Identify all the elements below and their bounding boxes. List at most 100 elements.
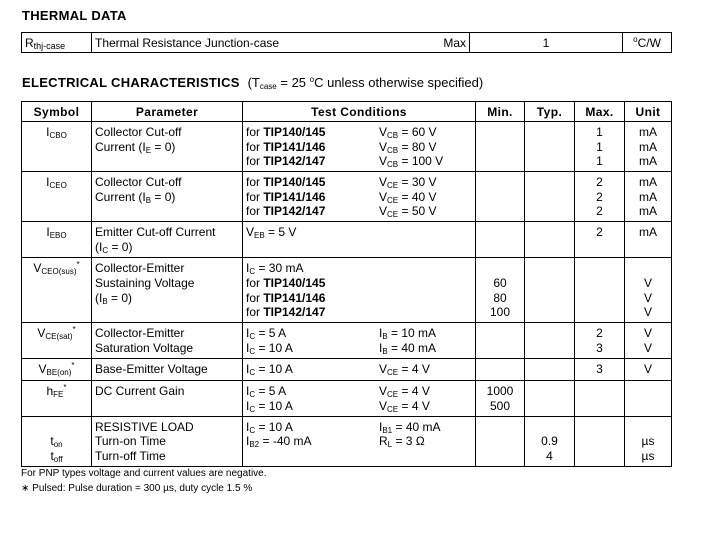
text-line: for TIP141/146 (246, 190, 373, 205)
text-segment: = 50 V (398, 204, 437, 219)
text-segment: = 100 V (398, 154, 444, 169)
min-cell (475, 120, 525, 173)
table-row: V CEO(sus)* Collector-Emitter Sustaining Vo… (21, 257, 672, 324)
text-segment: TIP140/145 (263, 125, 326, 139)
value: 2 (596, 175, 603, 190)
text-line: RESISTIVE LOAD (95, 420, 239, 435)
value: mA (639, 204, 657, 219)
text-segment: EB (254, 231, 265, 241)
parameter-cell: Collector-Emitter Saturation Voltage (91, 322, 243, 360)
text-line: VCE = 50 V (379, 204, 437, 219)
text-segment: = 3 Ω (392, 434, 425, 449)
text-line: Turn-on Time (95, 434, 239, 449)
parameter-cell: DC Current Gain (91, 380, 243, 417)
text-segment: BE(on) (46, 368, 72, 378)
value: 0.9 (541, 434, 558, 449)
text-segment: = 5 A (255, 326, 287, 341)
value: 1 (596, 139, 603, 154)
column-header: Min. (475, 101, 525, 122)
typ-cell (524, 358, 575, 382)
text-segment: CB (387, 160, 399, 170)
text-segment: on (53, 440, 63, 450)
text-line: Turn-off Time (95, 449, 239, 464)
text-segment: = 4 V (398, 362, 430, 377)
text-line (25, 420, 88, 435)
unit-cell (624, 380, 672, 417)
text-line: for TIP141/146 (246, 140, 373, 155)
text-segment: CE(sat) (45, 332, 73, 342)
text-segment: V (246, 225, 255, 240)
text-line: (IC = 0) (95, 240, 239, 255)
text-line: VCB = 60 V (379, 125, 443, 140)
text-line: VBE(on)* (25, 362, 88, 377)
text-segment: RESISTIVE LOAD (95, 419, 194, 434)
text-line: IB1 = 40 mA (379, 420, 441, 435)
unit-cell: mA mA mA (624, 171, 672, 223)
typ-cell (524, 171, 575, 223)
text-segment: * (76, 260, 80, 270)
symbol-cell: IEBO (21, 221, 92, 259)
typ-cell (524, 221, 575, 259)
text-segment: V (379, 175, 388, 190)
text-segment: CEO(sus) (41, 267, 77, 277)
text-segment: I (379, 340, 383, 355)
text-line: IC = 10 A (246, 362, 373, 377)
thermal-unit: oC/W (622, 32, 672, 53)
thermal-parameter: Thermal Resistance Junction-case Max (91, 32, 470, 53)
text-segment: for (246, 204, 264, 219)
text-line: VCB = 80 V (379, 140, 443, 155)
symbol-subscript: thj-case (33, 40, 66, 51)
text-segment: I (379, 419, 383, 434)
text-segment: = 10 A (255, 419, 293, 434)
cond-text: = 25 (276, 75, 310, 90)
text-segment: C (249, 425, 256, 435)
text-segment: Base-Emitter Voltage (95, 362, 208, 377)
text-segment: = 40 mA (387, 340, 437, 355)
value: 2 (596, 189, 603, 204)
text-segment: Collector-Emitter (95, 326, 185, 341)
value (628, 420, 668, 435)
value: V (643, 305, 652, 320)
degree-sup: o (633, 34, 638, 44)
text-segment: = 60 V (398, 125, 437, 139)
text-segment: C (249, 390, 256, 400)
thermal-value: 1 (469, 32, 623, 53)
footnote-pulsed: ∗ Pulsed: Pulse duration = 300 µs, duty … (21, 483, 253, 494)
table-row: hFE* DC Current Gain IC = 5 A IC = 10 A VCE … (21, 380, 672, 417)
symbol-cell: VBE(on)* (21, 358, 92, 382)
value: mA (639, 139, 657, 154)
table-row: VCE(sat)* Collector-Emitter Saturation Vol… (21, 322, 672, 360)
unit-cell: mA (624, 221, 672, 259)
text-line: for TIP140/145 (246, 125, 373, 140)
column-header: Typ. (524, 101, 575, 122)
text-line: Collector Cut-off (95, 175, 239, 190)
heading-condition: (Tcase = 25 oC unless otherwise specifie… (248, 75, 484, 91)
parameter-cell: Collector-Emitter Sustaining Voltage (IB =… (91, 257, 243, 324)
parameter-text: Thermal Resistance Junction-case (95, 35, 280, 50)
text-line: ICEO (25, 175, 88, 190)
text-line: VCE = 4 V (379, 399, 430, 414)
text-segment: Current (I (95, 139, 146, 154)
text-segment: B (382, 346, 388, 356)
symbol-cell: ICBO (21, 120, 92, 173)
parameter-cell: Base-Emitter Voltage (91, 358, 243, 382)
text-segment: Emitter Cut-off Current (95, 225, 216, 240)
text-segment: DC Current Gain (95, 384, 185, 399)
text-line: Current (IB = 0) (95, 190, 239, 205)
text-line: IC = 10 A (246, 420, 373, 435)
min-cell (475, 171, 525, 223)
text-line: IC = 10 A (246, 399, 373, 414)
text-line: IB = 10 mA (379, 326, 436, 341)
text-segment: TIP141/146 (263, 290, 326, 305)
text-segment: E (145, 145, 152, 155)
test-conditions-cell: IC = 30 mA for TIP140/145 for TIP141/146 fo… (242, 257, 476, 324)
value: µs (641, 448, 655, 463)
text-segment: for (246, 125, 264, 139)
test-conditions-cell: IC = 10 A IB2 = -40 mA IB1 = 40 mA RL = 3 Ω (242, 415, 476, 467)
text-segment: = 80 V (398, 139, 437, 154)
parameter-cell: Collector Cut-off Current (IB = 0) (91, 171, 243, 223)
value: 80 (493, 290, 507, 305)
text-segment: * (63, 383, 67, 393)
text-segment: for (246, 154, 264, 169)
